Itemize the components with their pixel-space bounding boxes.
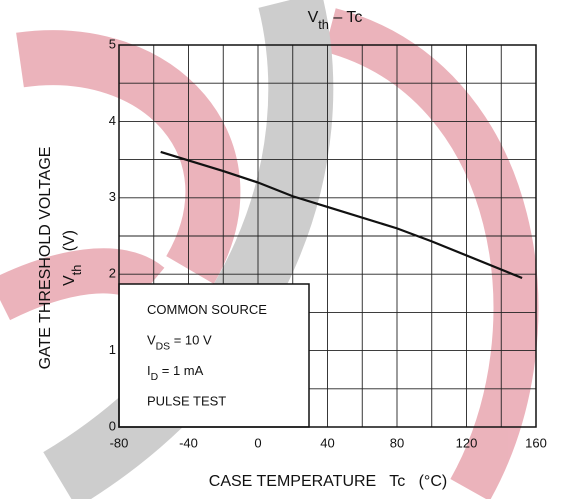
y-tick-label: 4: [109, 113, 116, 128]
text-part: – Tc: [329, 9, 363, 26]
x-tick-label: 120: [456, 435, 478, 450]
plot-frame: [118, 44, 537, 428]
x-tick-label: 160: [525, 435, 547, 450]
text-part: V: [147, 333, 156, 348]
y-axis-label: GATE THRESHOLD VOLTAGE: [37, 147, 54, 370]
watermark-red: [323, 8, 539, 499]
subscript: DS: [156, 342, 171, 353]
subscript: D: [151, 372, 159, 383]
annotation: COMMON SOURCE: [147, 302, 267, 317]
data-line: [160, 150, 523, 280]
x-tick-label: -40: [179, 435, 198, 450]
y-tick-label: 0: [109, 418, 116, 433]
y-tick-label: 1: [109, 342, 116, 357]
x-axis-label: CASE TEMPERATURE Tc (°C): [209, 473, 447, 490]
annotation-box: [118, 283, 310, 428]
annotation: VDS = 10 V: [147, 333, 212, 353]
subscript: th: [69, 265, 84, 276]
text-part: (V): [61, 230, 78, 265]
text-part: PULSE TEST: [147, 394, 226, 409]
subscript: th: [318, 17, 329, 32]
text-part: COMMON SOURCE: [147, 302, 267, 317]
y-tick-label: 2: [109, 266, 116, 281]
x-tick-label: -80: [110, 435, 129, 450]
chart-title: Vth – Tc: [308, 9, 363, 32]
annotation: PULSE TEST: [147, 394, 226, 409]
x-tick-label: 0: [254, 435, 261, 450]
y-tick-label: 3: [109, 189, 116, 204]
y-tick-label: 5: [109, 36, 116, 51]
text-part: = 1 mA: [158, 363, 203, 378]
x-tick-label: 40: [320, 435, 334, 450]
watermark-red: [0, 248, 165, 321]
x-tick-label: 80: [390, 435, 404, 450]
y-axis-label: Vth (V): [61, 230, 84, 286]
annotation: ID = 1 mA: [147, 363, 204, 383]
text-part: V: [61, 275, 78, 286]
text-part: I: [147, 363, 151, 378]
text-part: = 10 V: [170, 333, 212, 348]
watermark-red: [16, 30, 241, 284]
text-part: V: [308, 9, 319, 26]
